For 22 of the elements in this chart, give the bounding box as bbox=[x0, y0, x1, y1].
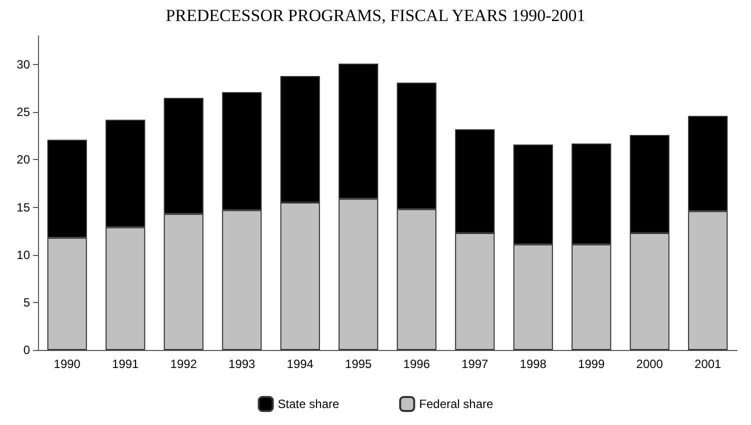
x-tick-label: 2000 bbox=[636, 357, 664, 371]
y-tick-label: 30 bbox=[16, 58, 30, 72]
x-tick-label: 1997 bbox=[462, 357, 489, 371]
x-tick-label: 2001 bbox=[694, 357, 722, 371]
legend-label: Federal share bbox=[419, 397, 494, 411]
x-tick-label: 1992 bbox=[170, 357, 198, 371]
y-tick-label: 0 bbox=[23, 343, 30, 357]
chart-title: PREDECESSOR PROGRAMS, FISCAL YEARS 1990-2001 bbox=[166, 6, 586, 25]
x-tick-label: 1990 bbox=[54, 357, 81, 371]
x-tick-label: 1993 bbox=[228, 357, 256, 371]
x-tick-label: 1995 bbox=[345, 357, 372, 371]
x-tick-label: 1998 bbox=[520, 357, 547, 371]
x-tick-label: 1999 bbox=[578, 357, 606, 371]
x-tick-label: 1994 bbox=[286, 357, 314, 371]
y-tick-label: 10 bbox=[16, 248, 30, 262]
y-tick-label: 25 bbox=[16, 105, 30, 120]
x-tick-label: 1996 bbox=[403, 357, 430, 371]
y-tick-label: 5 bbox=[23, 295, 30, 310]
y-tick-label: 20 bbox=[16, 152, 30, 167]
y-tick-label: 15 bbox=[16, 200, 30, 214]
legend-label: State share bbox=[278, 397, 340, 411]
x-tick-label: 1991 bbox=[112, 357, 140, 371]
